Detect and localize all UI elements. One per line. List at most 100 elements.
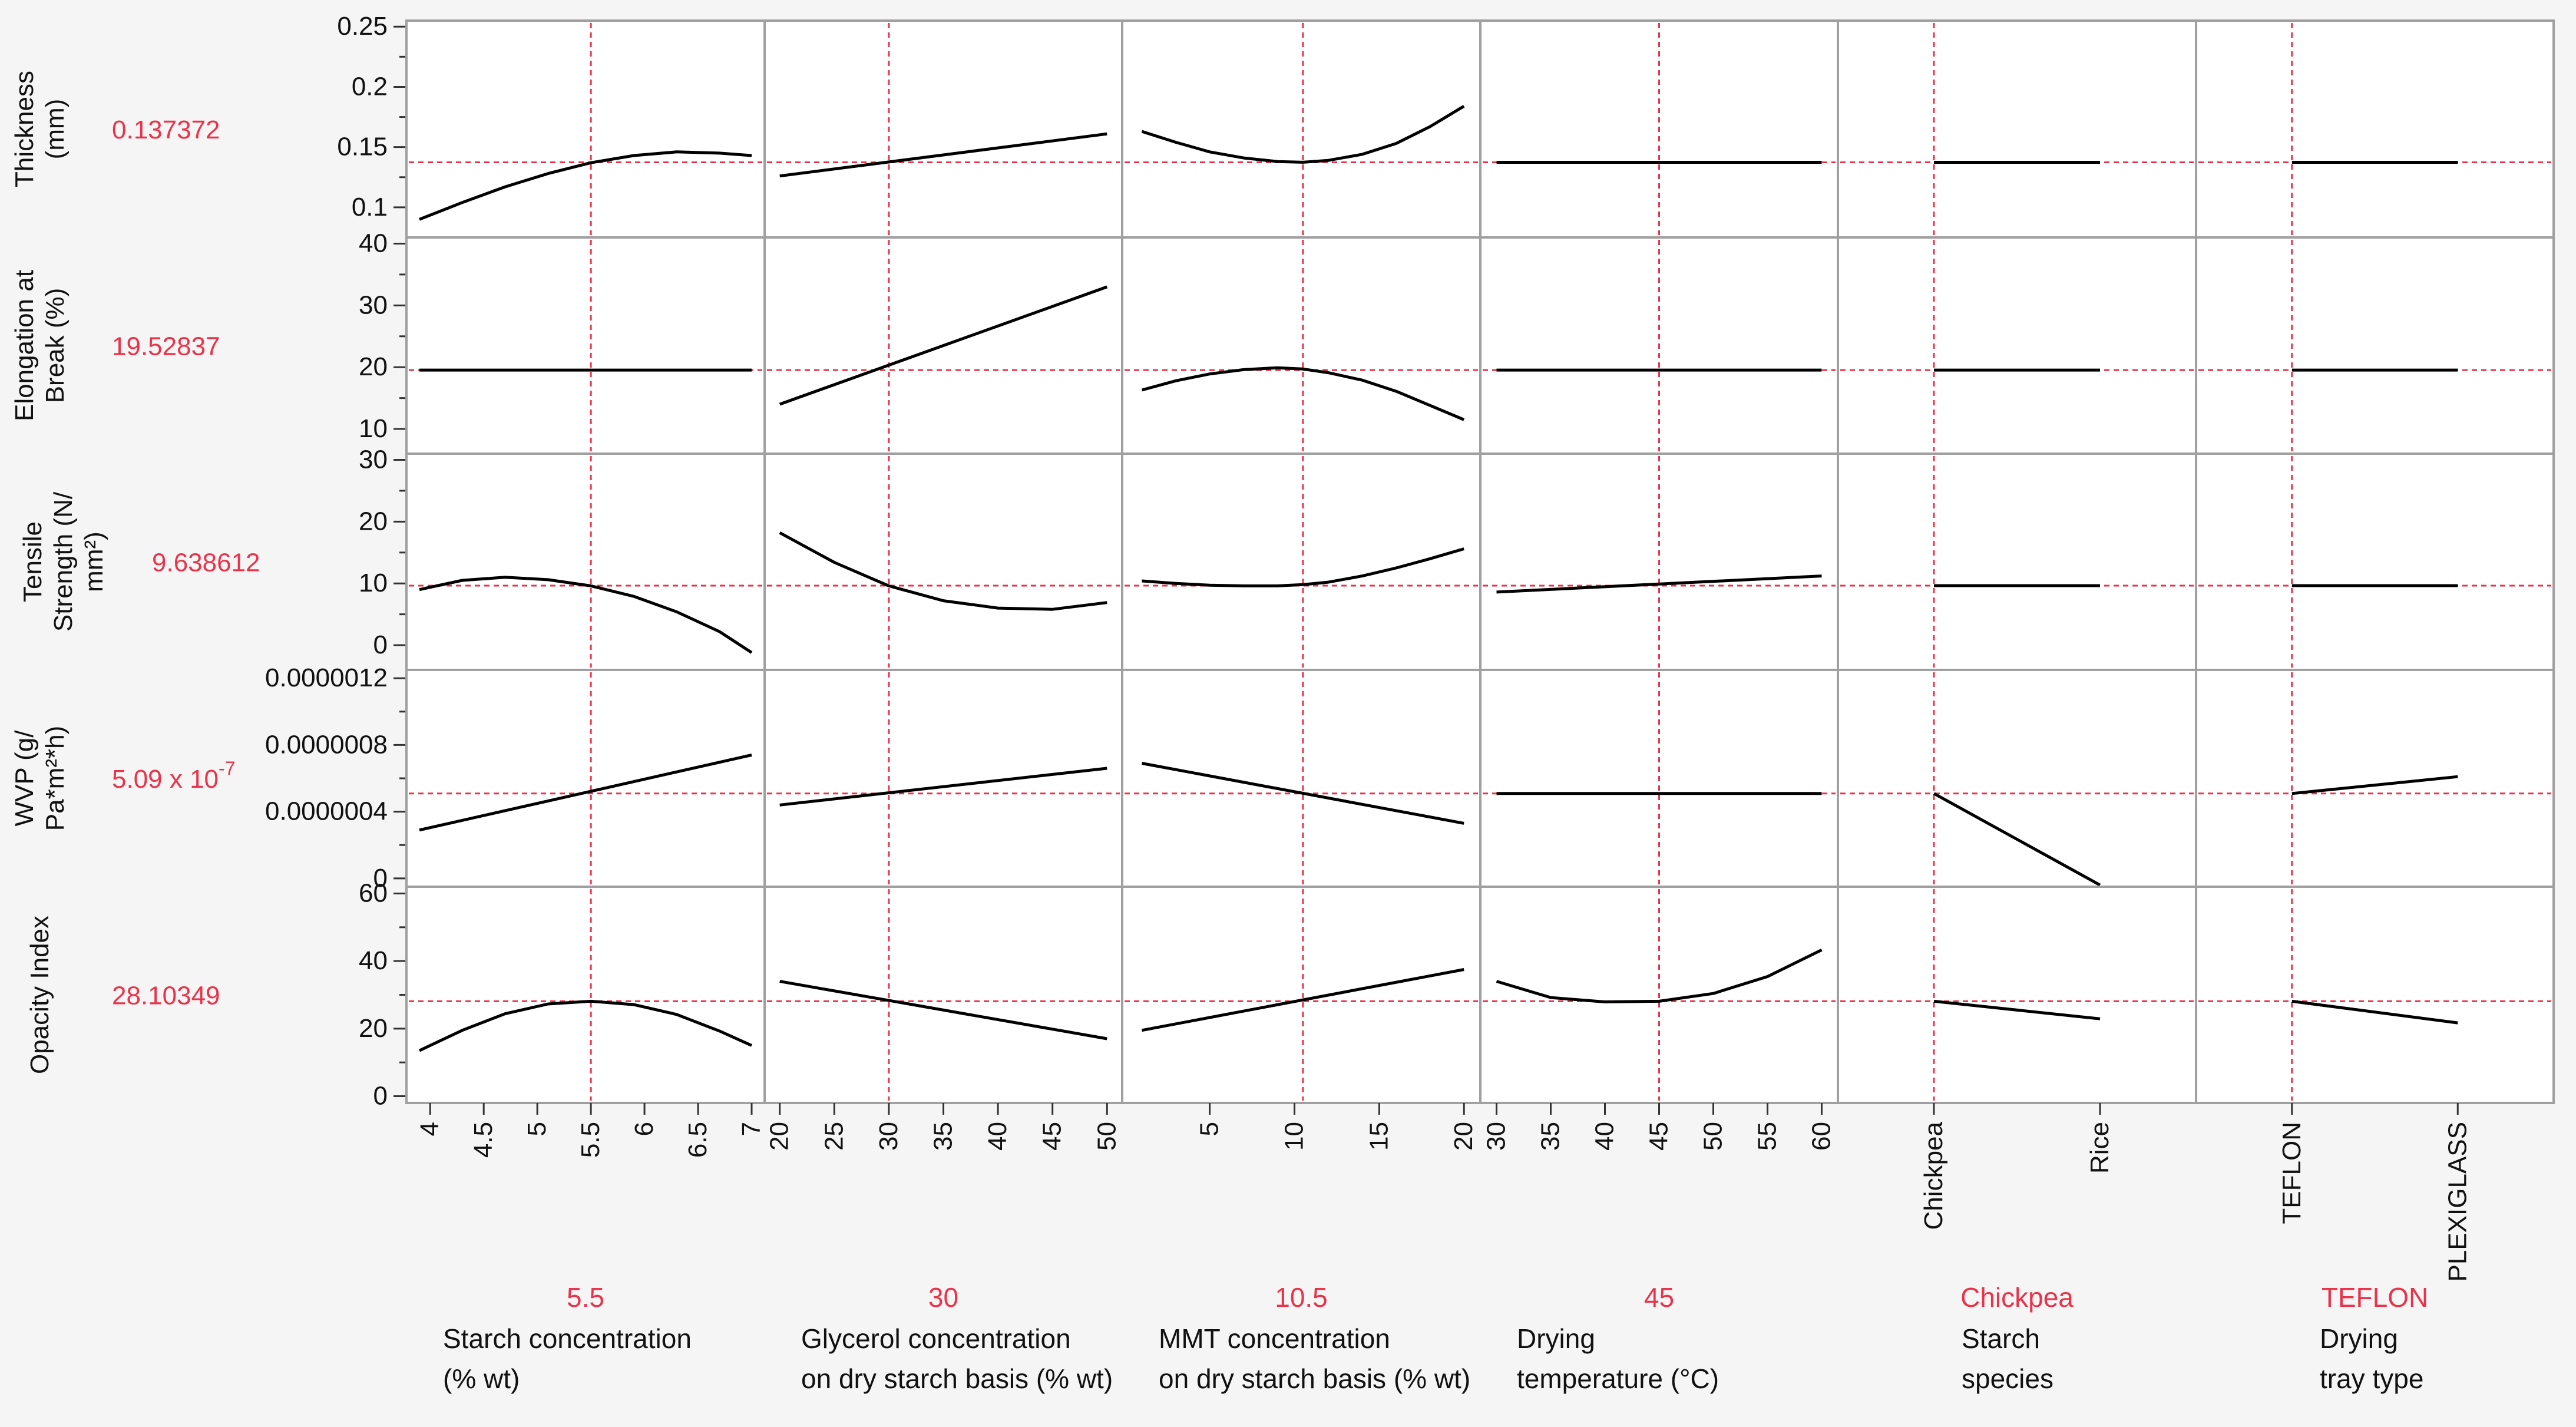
profile-cell-elongation-glycerol_conc: [763, 236, 1123, 455]
factor-label-line: species: [1962, 1363, 2053, 1394]
y-tick-label: 0: [373, 1082, 388, 1111]
x-tick-label: 55: [1752, 1122, 1781, 1151]
factor-current-starch_conc: 5.5: [567, 1282, 604, 1313]
factor-label-line: Starch concentration: [443, 1323, 692, 1354]
y-tick-label: 40: [359, 946, 388, 975]
y-tick-label: 20: [359, 352, 388, 381]
factor-label-line: (% wt): [443, 1363, 520, 1394]
panel-frame: [1837, 669, 2197, 888]
profile-cell-tensile-tray_type: [2195, 452, 2555, 671]
profile-cell-wvp-drying_temp: [1479, 669, 1839, 888]
profile-cell-wvp-tray_type: [2195, 669, 2555, 888]
factor-current-drying_temp: 45: [1644, 1282, 1674, 1313]
profile-curve: [779, 132, 1107, 178]
y-tick-label: 0.0000004: [265, 797, 388, 826]
x-tick-label: 45: [1645, 1122, 1674, 1151]
x-tick-label: Rice: [2085, 1122, 2114, 1174]
panel-frame: [1837, 19, 2197, 239]
profile-cell-thickness-drying_temp: [1479, 19, 1839, 239]
x-tick-label: 10: [1279, 1122, 1308, 1151]
panel-frame: [405, 669, 766, 888]
factor-label-line: on dry starch basis (% wt): [801, 1363, 1113, 1394]
profile-curve: [419, 753, 752, 832]
x-tick-label: 5.5: [576, 1122, 605, 1158]
x-tick-label: 40: [983, 1122, 1012, 1151]
panel-frame: [405, 236, 766, 455]
factor-current-glycerol_conc: 30: [928, 1282, 958, 1313]
profile-cell-elongation-drying_temp: [1479, 236, 1839, 455]
x-tick-label: 30: [1482, 1122, 1511, 1151]
y-tick-label: 0.15: [337, 133, 388, 161]
y-tick-label: 0: [373, 864, 388, 893]
current-value-elongation: 19.52837: [112, 332, 220, 361]
panel-frame: [405, 886, 766, 1104]
profile-cell-thickness-glycerol_conc: [763, 19, 1123, 239]
y-tick-label: 30: [359, 290, 388, 319]
panel-frame: [763, 669, 1123, 888]
response-label-line: Tensile: [18, 521, 47, 602]
x-tick-label: 25: [819, 1122, 848, 1151]
profile-curve: [2291, 999, 2458, 1025]
y-tick-label: 10: [359, 414, 388, 443]
profile-curve: [1933, 999, 2101, 1020]
panel-frame: [763, 452, 1123, 671]
x-tick-label: 50: [1698, 1122, 1727, 1151]
profile-cell-thickness-starch_conc: [405, 19, 766, 239]
y-tick-label: 0.25: [337, 12, 388, 41]
profile-cell-opacity-starch_species: [1837, 886, 2197, 1104]
current-value-opacity: 28.10349: [112, 982, 220, 1010]
y-tick-label: 40: [359, 229, 388, 257]
response-label-line: Thickness: [10, 71, 39, 187]
response-label-line: (mm): [41, 99, 70, 160]
profile-cell-elongation-starch_conc: [405, 236, 766, 455]
x-tick-label: 6: [630, 1122, 659, 1136]
x-tick-label: 15: [1364, 1122, 1393, 1151]
y-tick-label: 0.0000012: [265, 663, 388, 692]
panel-frame: [1837, 452, 2197, 671]
y-tick-label: 30: [359, 445, 388, 474]
panel-frame: [2195, 886, 2555, 1104]
profile-cell-thickness-mmt_conc: [1121, 19, 1482, 239]
profile-cell-opacity-glycerol_conc: [763, 886, 1123, 1104]
panel-frame: [1837, 236, 2197, 455]
x-tick-label: Chickpea: [1919, 1121, 1948, 1230]
x-tick-label: 4.5: [469, 1122, 498, 1158]
response-label-line: Strength (N/: [49, 491, 78, 632]
profile-curve: [779, 767, 1107, 807]
panel-frame: [405, 452, 766, 671]
profile-curve: [1142, 547, 1464, 587]
x-tick-label: 6.5: [683, 1122, 712, 1158]
current-value-thickness: 0.137372: [112, 115, 220, 144]
x-tick-label: 45: [1038, 1122, 1067, 1151]
panel-frame: [1121, 886, 1482, 1104]
factor-label-line: tray type: [2320, 1363, 2423, 1394]
response-label-line: Break (%): [41, 288, 70, 404]
profile-cell-tensile-glycerol_conc: [763, 452, 1123, 671]
panel-frame: [1121, 669, 1482, 888]
panel-frame: [1837, 886, 2197, 1104]
factor-label-line: Drying: [1517, 1323, 1595, 1354]
profile-cell-wvp-starch_conc: [405, 669, 766, 888]
y-tick-label: 20: [359, 507, 388, 536]
factor-labels: 5.5 Starch concentration (% wt) 30 Glycerol …: [443, 1282, 2428, 1394]
profile-cell-elongation-starch_species: [1837, 236, 2197, 455]
profile-panels: [405, 19, 2555, 1104]
x-tick-label: 50: [1092, 1122, 1121, 1151]
profile-cell-opacity-starch_conc: [405, 886, 766, 1104]
factor-label-line: on dry starch basis (% wt): [1159, 1363, 1470, 1394]
factor-label-line: Glycerol concentration: [801, 1323, 1071, 1354]
x-tick-label: 60: [1807, 1122, 1836, 1151]
panel-frame: [2195, 452, 2555, 671]
y-tick-label: 10: [359, 569, 388, 597]
factor-label-line: temperature (°C): [1517, 1363, 1719, 1394]
response-label-line: Opacity Index: [25, 916, 54, 1074]
profile-curve: [1141, 366, 1465, 421]
response-label-line: mm²): [80, 531, 108, 592]
profile-cell-thickness-starch_species: [1837, 19, 2197, 239]
y-tick-label: 0.1: [352, 193, 388, 222]
y-tick-label: 0.2: [352, 72, 388, 101]
panel-frame: [2195, 19, 2555, 239]
profile-cell-wvp-mmt_conc: [1121, 669, 1482, 888]
profile-cell-tensile-starch_species: [1837, 452, 2197, 671]
